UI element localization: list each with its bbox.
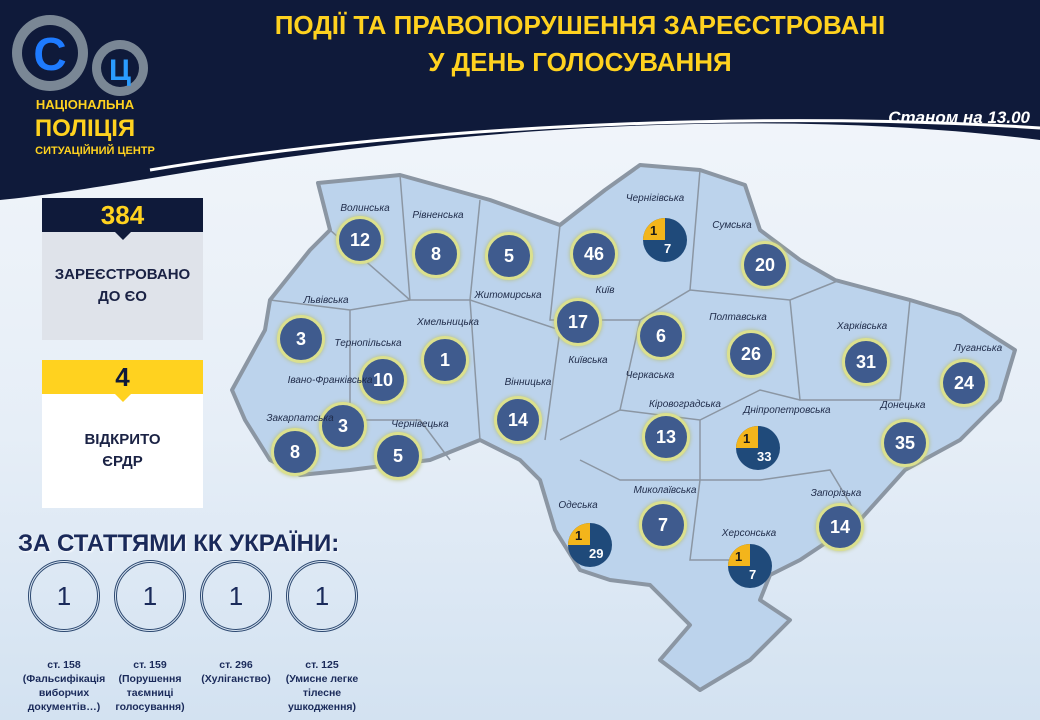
article-item: 1 ст. 296 (Хуліганство): [194, 560, 278, 686]
erdr-value: 1: [743, 431, 751, 446]
region-label: Чернівецька: [391, 419, 449, 430]
region-count: 31: [842, 338, 890, 386]
region-count: 14: [494, 396, 542, 444]
article-number: ст. 296: [219, 659, 253, 671]
header-background: [0, 0, 1040, 200]
article-desc: (Порушення таємниці голосування): [115, 673, 185, 713]
event-value: 33: [757, 449, 772, 464]
region-count: 6: [637, 312, 685, 360]
region-count: 17: [554, 298, 602, 346]
region-count: 3: [319, 402, 367, 450]
article-number: ст. 125: [305, 659, 339, 671]
region-count: 5: [485, 232, 533, 280]
region-label: Чернігівська: [625, 193, 685, 204]
region-label: Дніпропетровська: [743, 405, 831, 416]
article-desc: (Умисне легке тілесне ушкодження): [285, 673, 359, 713]
article-item: 1 ст. 158 (Фальсифікація виборчих документ…: [22, 560, 106, 714]
region-count: 26: [727, 330, 775, 378]
region-label: Запорізька: [810, 488, 862, 499]
article-count: 1: [200, 560, 272, 632]
region-count: 5: [374, 432, 422, 480]
region-count: 8: [412, 230, 460, 278]
region-pie: 1 33: [735, 425, 781, 471]
erdr-value: 1: [575, 528, 583, 543]
region-label: Київська: [568, 355, 608, 366]
region-count: 7: [639, 501, 687, 549]
region-count: 1: [421, 336, 469, 384]
svg-text:С: С: [33, 28, 66, 80]
region-count: 24: [940, 359, 988, 407]
region-label: Харківська: [836, 321, 888, 332]
article-count: 1: [28, 560, 100, 632]
region-label: Черкаська: [625, 370, 675, 381]
region-label: Миколаївська: [633, 485, 697, 496]
registered-label-1: ЗАРЕЄСТРОВАНО: [54, 266, 191, 283]
region-label: Львівська: [303, 295, 349, 306]
event-value: 7: [749, 567, 757, 582]
region-label: Рівненська: [412, 210, 464, 221]
region-label: Кіровоградська: [649, 399, 721, 410]
logo-line3: СИТУАЦІЙНИЙ ЦЕНТР: [35, 145, 155, 157]
registered-panel: 384 ЗАРЕЄСТРОВАНО ДО ЄО: [42, 198, 203, 340]
region-label: Тернопільська: [334, 338, 402, 349]
region-count: 14: [816, 503, 864, 551]
region-count: 10: [359, 356, 407, 404]
region-count: 13: [642, 413, 690, 461]
region-label: Хмельницька: [417, 317, 479, 328]
pie-erdr-slice: [568, 523, 590, 545]
registered-label-2: ДО ЄО: [98, 288, 147, 305]
erdr-value: 1: [650, 223, 658, 238]
region-label: Херсонська: [721, 528, 777, 539]
region-count: 12: [336, 216, 384, 264]
pie-erdr-slice: [643, 218, 665, 240]
erdr-panel: 4 ВІДКРИТО ЄРДР: [42, 360, 203, 508]
region-label: Закарпатська: [266, 413, 334, 424]
region-count: 8: [271, 428, 319, 476]
region-label: Одеська: [558, 500, 598, 511]
region-label: Донецька: [880, 400, 926, 411]
article-desc: (Хуліганство): [201, 673, 271, 685]
region-label: Сумська: [712, 220, 752, 231]
region-label: Івано-Франківська: [287, 375, 373, 386]
erdr-label-2: ЄРДР: [102, 453, 143, 470]
erdr-label-1: ВІДКРИТО: [84, 431, 161, 448]
region-label: Волинська: [340, 203, 390, 214]
article-item: 1 ст. 125 (Умисне легке тілесне ушкодження…: [280, 560, 364, 714]
region-label: Житомирська: [474, 290, 542, 301]
pie-erdr-slice: [728, 544, 750, 566]
region-label: Луганська: [953, 343, 1003, 354]
logo: С Ц: [12, 15, 148, 96]
erdr-value: 1: [735, 549, 743, 564]
pie-erdr-slice: [736, 426, 758, 448]
article-number: ст. 159: [133, 659, 167, 671]
region-count: 35: [881, 419, 929, 467]
region-label: Полтавська: [709, 312, 767, 323]
region-label: Київ: [595, 285, 615, 296]
article-count: 1: [114, 560, 186, 632]
page-title-line1: ПОДІЇ ТА ПРАВОПОРУШЕННЯ ЗАРЕЄСТРОВАНІ: [274, 10, 886, 40]
region-count: 3: [277, 315, 325, 363]
logo-line1: НАЦІОНАЛЬНА: [35, 97, 135, 112]
erdr-count: 4: [42, 360, 203, 402]
article-count: 1: [286, 560, 358, 632]
article-item: 1 ст. 159 (Порушення таємниці голосування): [108, 560, 192, 714]
as-of-time: Станом на 13.00: [888, 108, 1030, 127]
registered-count: 384: [42, 198, 203, 240]
article-desc: (Фальсифікація виборчих документів…): [22, 673, 106, 713]
page-title-line2: У ДЕНЬ ГОЛОСУВАННЯ: [428, 47, 732, 77]
articles-heading: ЗА СТАТТЯМИ КК УКРАЇНИ:: [18, 530, 340, 557]
region-pie: 1 29: [567, 522, 613, 568]
region-count: 20: [741, 241, 789, 289]
region-count: 46: [570, 230, 618, 278]
region-label: Вінницька: [504, 377, 552, 388]
event-value: 29: [589, 546, 604, 561]
event-value: 7: [664, 241, 672, 256]
logo-line2: ПОЛІЦІЯ: [34, 115, 136, 142]
article-number: ст. 158: [47, 659, 81, 671]
svg-text:Ц: Ц: [109, 54, 131, 87]
